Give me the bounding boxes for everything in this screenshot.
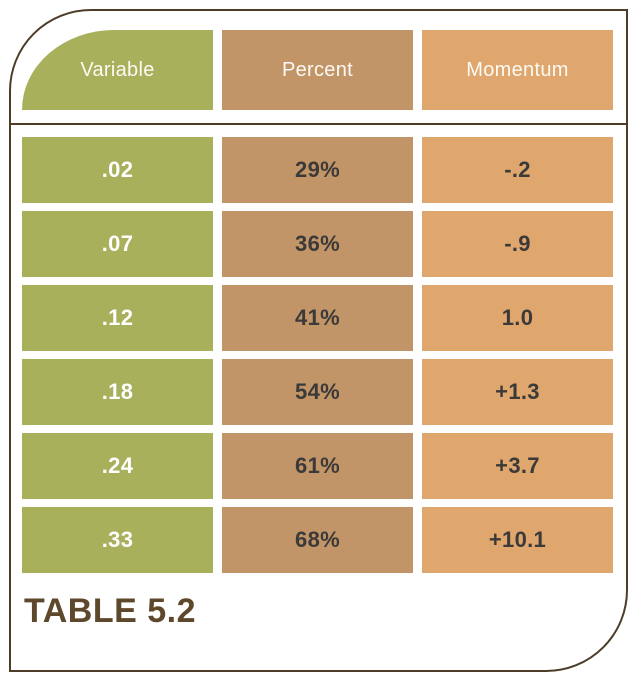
header-cell-percent: Percent: [222, 30, 413, 110]
table-header-row: Variable Percent Momentum: [11, 11, 626, 123]
cell-momentum: -.2: [422, 137, 613, 203]
table-body: .02 29% -.2 .07 36% -.9 .12 41% 1.0 .18 …: [11, 125, 626, 573]
cell-momentum: -.9: [422, 211, 613, 277]
header-cell-momentum: Momentum: [422, 30, 613, 110]
cell-momentum: +1.3: [422, 359, 613, 425]
cell-variable: .24: [22, 433, 213, 499]
header-label-variable: Variable: [80, 58, 155, 81]
header-cell-variable: Variable: [22, 30, 213, 110]
cell-variable: .12: [22, 285, 213, 351]
header-label-momentum: Momentum: [466, 58, 569, 81]
header-label-percent: Percent: [281, 58, 354, 81]
cell-percent: 36%: [222, 211, 413, 277]
cell-percent: 29%: [222, 137, 413, 203]
header-divider: [11, 123, 626, 125]
cell-percent: 68%: [222, 507, 413, 573]
cell-percent: 61%: [222, 433, 413, 499]
table-card: Variable Percent Momentum .02 29% -.2 .0…: [9, 9, 628, 672]
cell-momentum: 1.0: [422, 285, 613, 351]
cell-percent: 41%: [222, 285, 413, 351]
cell-variable: .33: [22, 507, 213, 573]
cell-variable: .07: [22, 211, 213, 277]
cell-variable: .18: [22, 359, 213, 425]
cell-variable: .02: [22, 137, 213, 203]
cell-momentum: +3.7: [422, 433, 613, 499]
cell-percent: 54%: [222, 359, 413, 425]
table-caption: TABLE 5.2: [24, 592, 197, 630]
cell-momentum: +10.1: [422, 507, 613, 573]
